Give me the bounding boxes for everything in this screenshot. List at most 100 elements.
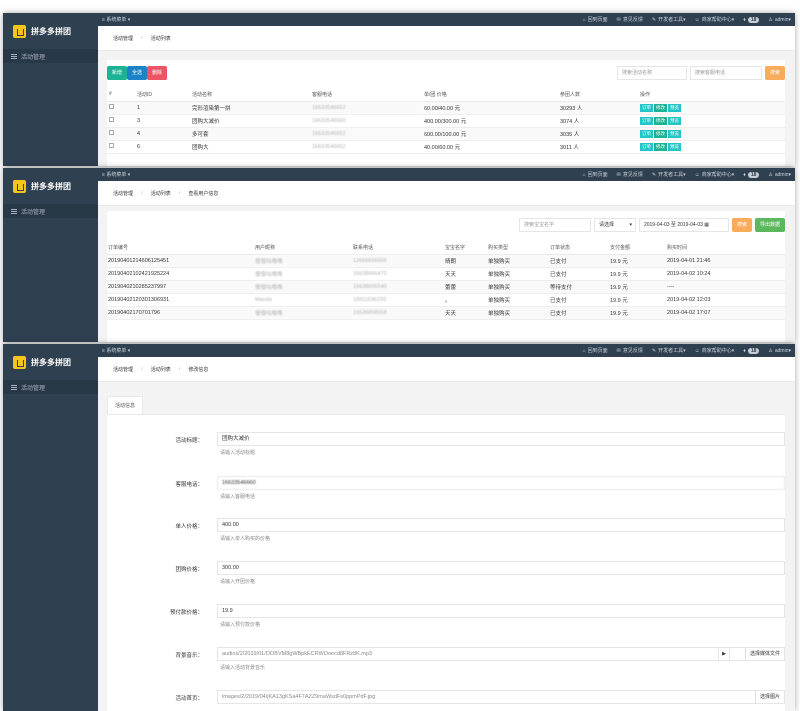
row-checkbox[interactable] (109, 104, 114, 109)
top-navbar: ≡ 系统菜单 ▾ ⌂ 回到页面 ✉ 意见反馈 ✎ 开发者工具 ▾ ☺ 商家帮助中心 ▾ … (98, 168, 795, 181)
app-logo[interactable]: 拼多多拼团 (3, 344, 98, 380)
service-phone-input[interactable]: 16633546660 (217, 476, 785, 490)
search-button[interactable]: 搜索 (731, 218, 752, 232)
menu-icon (11, 208, 17, 214)
system-menu[interactable]: ≡ 系统菜单 ▾ (102, 172, 131, 178)
home-link[interactable]: ⌂ 回到页面 (582, 16, 608, 24)
activity-id: 4 (137, 127, 192, 141)
order-number: 20190402102421925224 (107, 267, 255, 281)
user-menu[interactable]: ♙ admin ▾ (768, 171, 791, 178)
form-row-bgm: 背景音乐： audios/2/2019/01/OOBVM8gWBpkECRWOo… (107, 647, 785, 677)
table-row: 6 团购大 16633546652 40.00/60.00 元 3011 人 订… (107, 140, 785, 154)
system-menu[interactable]: ≡ 系统菜单 ▾ (102, 348, 131, 354)
sidebar-item-activity[interactable]: 活动管理 (3, 49, 98, 63)
user-nickname: 慢慢咕噜噜 (255, 280, 353, 294)
activity-id: 3 (137, 114, 192, 128)
single-price-input[interactable]: 400.00 (217, 518, 785, 532)
column-header: # (107, 88, 137, 102)
user-icon: ♙ (768, 16, 773, 23)
feedback-link[interactable]: ✉ 意见反馈 (616, 171, 643, 179)
dev-tools-menu[interactable]: ✎ 开发者工具 ▾ (651, 171, 686, 179)
choose-image-button[interactable]: 选择图片 (754, 690, 785, 704)
user-menu[interactable]: ♙ admin ▾ (768, 347, 791, 354)
help-center-menu[interactable]: ☺ 商家帮助中心 ▾ (694, 347, 735, 355)
user-nickname: 慢慢咕噜噜 (255, 306, 353, 320)
help-icon: ☺ (694, 16, 700, 23)
price: 400.00/300.00 元 (424, 114, 560, 128)
sidebar-item-activity[interactable]: 活动管理 (3, 204, 98, 218)
help-center-menu[interactable]: ☺ 商家帮助中心 ▾ (694, 16, 735, 24)
order-button[interactable]: 订单 (640, 129, 653, 138)
system-menu[interactable]: ≡ 系统菜单 ▾ (102, 17, 131, 23)
edit-button[interactable]: 修改 (654, 103, 667, 112)
dev-tools-menu[interactable]: ✎ 开发者工具 ▾ (651, 16, 686, 24)
field-label: 预付款价格： (169, 610, 203, 616)
home-link[interactable]: ⌂ 回到页面 (582, 347, 608, 355)
type-select[interactable]: 请选择 ▾ (593, 218, 636, 232)
activity-name-search-input[interactable]: 搜索活动名称 (616, 66, 687, 80)
preview-button[interactable]: 预览 (668, 103, 681, 112)
feedback-link[interactable]: ✉ 意见反馈 (616, 16, 643, 24)
breadcrumb-item[interactable]: 活动管理 (113, 366, 134, 373)
user-menu[interactable]: ♙ admin ▾ (768, 16, 791, 23)
purchase-time: 2019-04-02 17:07 (667, 306, 785, 320)
breadcrumb-item: 修改信息 (188, 366, 209, 373)
background-music-input[interactable]: audios/2/2019/01/OOBVM8gWBpkECRWOoecd8FR… (217, 647, 785, 661)
deposit-price-input[interactable]: 19.9 (217, 604, 785, 618)
edit-button[interactable]: 修改 (654, 142, 667, 151)
row-checkbox[interactable] (109, 130, 114, 135)
add-button[interactable]: 新增 (107, 66, 128, 80)
preview-button[interactable]: 预览 (668, 129, 681, 138)
sidebar-item-activity[interactable]: 活动管理 (3, 380, 98, 394)
edit-button[interactable]: 修改 (654, 129, 667, 138)
feedback-link[interactable]: ✉ 意见反馈 (616, 347, 643, 355)
activity-title-input[interactable]: 团购大减价 (217, 432, 785, 446)
edit-button[interactable]: 修改 (654, 116, 667, 125)
column-header: 订单状态 (550, 241, 610, 255)
order-status: 已支付 (550, 254, 610, 268)
chevron-right-icon: › (141, 35, 143, 41)
breadcrumb-item[interactable]: 活动管理 (113, 35, 134, 42)
date-range-input[interactable]: 2019-04-03 至 2019-04-03 ▦ (638, 218, 729, 232)
breadcrumb: 活动管理 › 活动列表 (98, 26, 795, 51)
service-phone-search-input[interactable]: 搜索客服电话 (689, 66, 762, 80)
breadcrumb-item[interactable]: 活动列表 (150, 366, 171, 373)
choose-media-button[interactable]: 选择媒体文件 (744, 647, 785, 661)
row-checkbox[interactable] (109, 117, 114, 122)
app-name: 拼多多拼团 (31, 357, 71, 367)
baby-name-search-input[interactable]: 搜索宝宝名字 (518, 218, 591, 232)
activity-id: 1 (137, 101, 192, 115)
app-logo[interactable]: 拼多多拼团 (3, 13, 98, 49)
order-button[interactable]: 订单 (640, 116, 653, 125)
notifications[interactable]: ♦ 18 (743, 16, 760, 23)
group-price-input[interactable]: 300.00 (217, 561, 785, 575)
notifications[interactable]: ♦ 18 (743, 171, 760, 178)
select-all-button[interactable]: 全选 (127, 66, 148, 80)
play-icon[interactable]: ▶ (718, 647, 730, 661)
order-button[interactable]: 订单 (640, 142, 653, 151)
preview-button[interactable]: 预览 (668, 142, 681, 151)
order-button[interactable]: 订单 (640, 103, 653, 112)
table-row: 20190402102421925224 慢慢咕噜噜 16638966470 天… (107, 267, 785, 281)
tab-activity-info[interactable]: 活动信息 (107, 396, 144, 414)
breadcrumb-item[interactable]: 活动列表 (150, 190, 171, 197)
field-label: 背景音乐： (175, 653, 203, 659)
table-row: 4 多可套 16633546652 600.00/100.00 元 3035 人… (107, 127, 785, 141)
notifications[interactable]: ♦ 18 (743, 347, 760, 354)
delete-button[interactable]: 删除 (147, 66, 168, 80)
dev-tools-menu[interactable]: ✎ 开发者工具 ▾ (651, 347, 686, 355)
app-logo[interactable]: 拼多多拼团 (3, 168, 98, 204)
search-button[interactable]: 搜索 (764, 66, 785, 80)
row-checkbox[interactable] (109, 143, 114, 148)
homepage-image-input[interactable]: images/2/2019/04/jKA13gKSa4F7AZZ9maWsdFs… (217, 690, 785, 704)
menu-icon: ≡ (102, 348, 107, 354)
app-name: 拼多多拼团 (31, 26, 71, 36)
purchase-time: 2019-04-02 12:03 (667, 293, 785, 307)
help-center-menu[interactable]: ☺ 商家帮助中心 ▾ (694, 171, 735, 179)
breadcrumb-item: 查看用户信息 (188, 190, 219, 197)
home-link[interactable]: ⌂ 回到页面 (582, 171, 608, 179)
export-button[interactable]: 导出数据 (754, 218, 785, 232)
breadcrumb-item[interactable]: 活动管理 (113, 190, 134, 197)
field-help: 请输入活动背景音乐 (220, 665, 266, 671)
preview-button[interactable]: 预览 (668, 116, 681, 125)
